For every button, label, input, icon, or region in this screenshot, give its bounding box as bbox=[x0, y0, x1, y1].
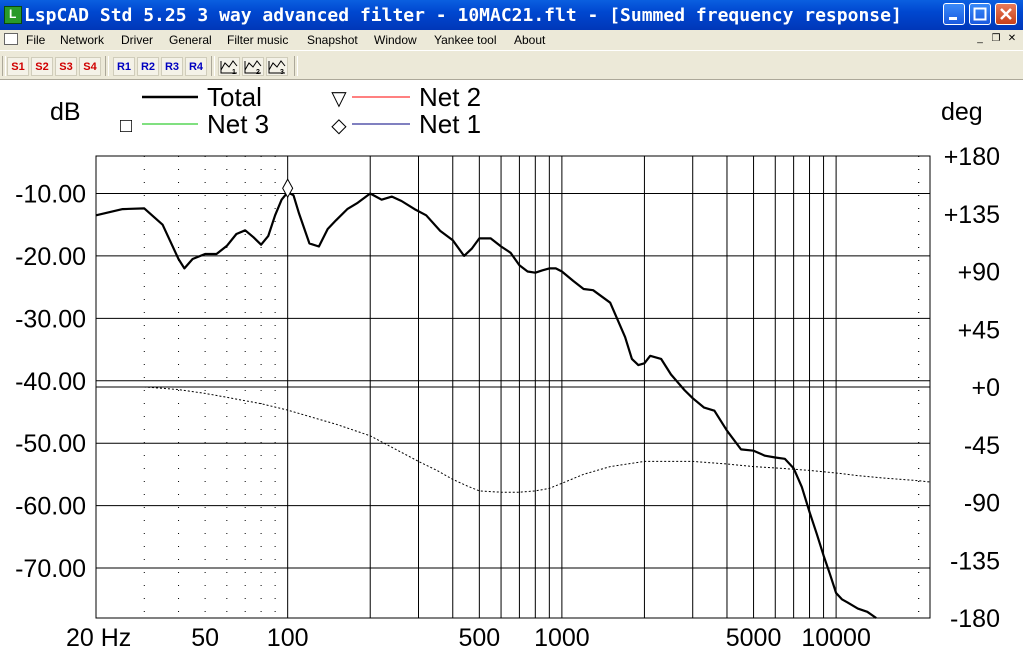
menu-filter-music[interactable]: Filter music bbox=[227, 33, 289, 47]
legend-marker: ◇ bbox=[331, 115, 347, 137]
mdi-restore-icon[interactable]: ❐ bbox=[991, 33, 1001, 44]
legend-label: Net 3 bbox=[207, 109, 269, 139]
right-tick-label: +45 bbox=[958, 316, 1000, 344]
x-tick-label: 5000 bbox=[726, 624, 782, 652]
export-3-icon: 3 bbox=[268, 60, 286, 76]
x-tick-label: 1000 bbox=[534, 624, 590, 652]
snapshot-s3-button[interactable]: S3 bbox=[55, 57, 77, 76]
toolbar-separator bbox=[211, 56, 215, 76]
x-tick-label: 100 bbox=[267, 624, 309, 652]
close-icon bbox=[1000, 8, 1012, 20]
recall-r4-button[interactable]: R4 bbox=[185, 57, 207, 76]
right-tick-label: +135 bbox=[944, 201, 1000, 229]
chart-curves bbox=[95, 178, 931, 619]
menu-snapshot[interactable]: Snapshot bbox=[307, 33, 358, 47]
left-tick-label: -40.00 bbox=[15, 368, 86, 396]
export-1-button[interactable]: 1 bbox=[218, 57, 240, 76]
menu-driver[interactable]: Driver bbox=[121, 33, 153, 47]
minimize-button[interactable] bbox=[943, 3, 965, 25]
legend-marker: ▽ bbox=[331, 88, 347, 110]
menu-file[interactable]: File bbox=[26, 33, 46, 47]
menu-about[interactable]: About bbox=[514, 33, 546, 47]
export-1-icon: 1 bbox=[220, 60, 238, 76]
left-axis-label: dB bbox=[50, 98, 81, 126]
document-icon[interactable] bbox=[4, 33, 18, 45]
export-2-button[interactable]: 2 bbox=[242, 57, 264, 76]
right-tick-label: -180 bbox=[950, 605, 1000, 633]
x-tick-label: 500 bbox=[458, 624, 500, 652]
menu-yankee-tool[interactable]: Yankee tool bbox=[434, 33, 497, 47]
right-tick-label: +90 bbox=[958, 259, 1000, 287]
export-3-button[interactable]: 3 bbox=[266, 57, 288, 76]
snapshot-s1-button[interactable]: S1 bbox=[7, 57, 29, 76]
toolbar-grip bbox=[2, 56, 6, 76]
x-tick-label: 20 Hz bbox=[66, 624, 131, 652]
legend-marker: □ bbox=[120, 115, 132, 137]
recall-r1-button[interactable]: R1 bbox=[113, 57, 135, 76]
right-tick-label: -135 bbox=[950, 547, 1000, 575]
chart-labels: -10.00 -20.00 -30.00 -40.00 -50.00 -60.00 -70.… bbox=[15, 98, 1000, 652]
legend-label: Net 2 bbox=[419, 82, 481, 112]
svg-text:1: 1 bbox=[232, 69, 236, 75]
x-tick-label: 50 bbox=[191, 624, 219, 652]
snapshot-s4-button[interactable]: S4 bbox=[79, 57, 101, 76]
close-button[interactable] bbox=[995, 3, 1017, 25]
menu-bar: File Network Driver General Filter music… bbox=[0, 30, 1023, 50]
phase-curve bbox=[96, 386, 931, 493]
svg-text:2: 2 bbox=[256, 69, 260, 75]
x-tick-label: 10000 bbox=[801, 624, 871, 652]
left-tick-label: -60.00 bbox=[15, 493, 86, 521]
svg-text:3: 3 bbox=[280, 69, 284, 75]
chart-legend: Total ▽ Net 2 □ Net 3 ◇ Net 1 bbox=[120, 82, 481, 139]
mdi-close-icon[interactable]: ✕ bbox=[1007, 33, 1017, 44]
window-title: LspCAD Std 5.25 3 way advanced filter - … bbox=[24, 5, 902, 26]
total-marker bbox=[282, 178, 294, 199]
recall-r2-button[interactable]: R2 bbox=[137, 57, 159, 76]
legend-label: Total bbox=[207, 82, 262, 112]
left-tick-label: -70.00 bbox=[15, 555, 86, 583]
right-axis-label: deg bbox=[941, 98, 983, 126]
left-tick-label: -50.00 bbox=[15, 430, 86, 458]
right-tick-label: -45 bbox=[964, 432, 1000, 460]
menu-general[interactable]: General bbox=[169, 33, 212, 47]
right-tick-label: -90 bbox=[964, 490, 1000, 518]
export-2-icon: 2 bbox=[244, 60, 262, 76]
plot-area[interactable]: -10.00 -20.00 -30.00 -40.00 -50.00 -60.00 -70.… bbox=[0, 80, 1023, 663]
menu-network[interactable]: Network bbox=[60, 33, 105, 47]
title-bar: LspCAD Std 5.25 3 way advanced filter - … bbox=[0, 0, 1023, 30]
toolbar-separator bbox=[105, 56, 109, 76]
chart-grid bbox=[95, 155, 931, 619]
mdi-minimize-icon[interactable]: _ bbox=[977, 33, 983, 44]
left-tick-label: -10.00 bbox=[15, 180, 86, 208]
frequency-response-chart[interactable]: -10.00 -20.00 -30.00 -40.00 -50.00 -60.00 -70.… bbox=[0, 80, 1023, 663]
right-tick-label: +0 bbox=[971, 374, 1000, 402]
left-tick-label: -20.00 bbox=[15, 243, 86, 271]
minimize-icon bbox=[949, 17, 957, 20]
recall-r3-button[interactable]: R3 bbox=[161, 57, 183, 76]
maximize-icon bbox=[973, 7, 987, 21]
menu-window[interactable]: Window bbox=[374, 33, 417, 47]
app-icon[interactable] bbox=[4, 6, 22, 24]
legend-label: Net 1 bbox=[419, 109, 481, 139]
right-tick-label: +180 bbox=[944, 143, 1000, 171]
toolbar: S1 S2 S3 S4 R1 R2 R3 R4 1 2 3 bbox=[0, 50, 1023, 80]
total-curve bbox=[95, 191, 877, 619]
maximize-button[interactable] bbox=[969, 3, 991, 25]
snapshot-s2-button[interactable]: S2 bbox=[31, 57, 53, 76]
left-tick-label: -30.00 bbox=[15, 305, 86, 333]
toolbar-separator bbox=[294, 56, 298, 76]
